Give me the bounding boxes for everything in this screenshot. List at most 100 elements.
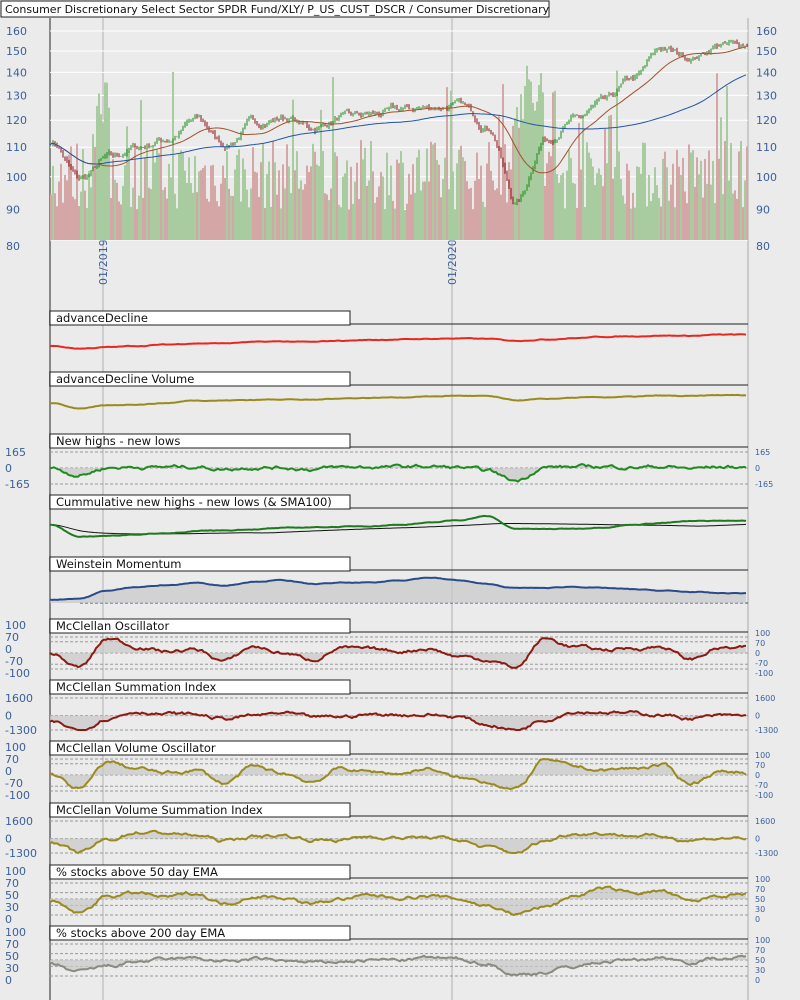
volume-bar bbox=[662, 158, 664, 240]
volume-bar bbox=[376, 197, 378, 240]
indicator-line bbox=[49, 709, 747, 731]
volume-bar bbox=[114, 179, 116, 240]
panel-tick-right: 1600 bbox=[755, 694, 775, 703]
volume-bar bbox=[250, 188, 252, 240]
volume-bar bbox=[66, 180, 68, 240]
volume-bar bbox=[236, 155, 238, 240]
volume-bar bbox=[696, 157, 698, 240]
volume-bar bbox=[92, 134, 94, 240]
panel-tick-right: -100 bbox=[755, 669, 773, 678]
panel-title: advanceDecline bbox=[56, 311, 148, 325]
volume-bar bbox=[712, 160, 714, 240]
volume-bar bbox=[424, 181, 426, 240]
volume-bar bbox=[306, 165, 308, 240]
volume-bar bbox=[336, 156, 338, 240]
panel-tick-left: 100 bbox=[5, 865, 26, 878]
indicator-panel bbox=[49, 310, 748, 350]
volume-bar bbox=[720, 117, 722, 240]
panel-title-box bbox=[49, 802, 351, 818]
panel-title: McClellan Oscillator bbox=[56, 619, 169, 633]
volume-bar bbox=[544, 185, 546, 240]
volume-bar bbox=[78, 206, 80, 240]
volume-bar bbox=[226, 151, 228, 240]
panel-tick-left: 30 bbox=[5, 901, 19, 914]
volume-bar bbox=[382, 176, 384, 240]
volume-bar bbox=[514, 118, 516, 240]
volume-bar bbox=[190, 183, 192, 240]
panel-tick-left: 70 bbox=[5, 753, 19, 766]
volume-bar bbox=[164, 187, 166, 240]
volume-bar bbox=[280, 208, 282, 240]
volume-bar bbox=[372, 171, 374, 240]
indicator-line bbox=[49, 393, 747, 410]
panel-title: McClellan Summation Index bbox=[56, 680, 217, 694]
volume-bar bbox=[262, 143, 264, 240]
panel-title: McClellan Volume Oscillator bbox=[56, 741, 216, 755]
volume-bar bbox=[408, 173, 410, 240]
panel-title-box bbox=[49, 679, 351, 695]
volume-bar bbox=[646, 206, 648, 240]
volume-bar bbox=[702, 197, 704, 240]
volume-bar bbox=[106, 82, 108, 241]
volume-bar bbox=[742, 207, 744, 240]
volume-bar bbox=[640, 173, 642, 240]
volume-bar bbox=[364, 147, 366, 240]
volume-bar bbox=[288, 166, 290, 240]
volume-bar bbox=[680, 174, 682, 240]
volume-bar bbox=[266, 173, 268, 240]
volume-bar bbox=[442, 179, 444, 240]
volume-bar bbox=[710, 184, 712, 240]
volume-bar bbox=[536, 101, 538, 240]
indicator-line bbox=[49, 954, 747, 977]
candles bbox=[52, 39, 748, 206]
volume-bar bbox=[470, 187, 472, 240]
panel-tick-left: 165 bbox=[5, 446, 26, 459]
volume-bar bbox=[254, 171, 256, 240]
volume-bar bbox=[140, 100, 142, 240]
volume-bar bbox=[504, 144, 506, 240]
volume-bar bbox=[272, 141, 274, 240]
price-tick-left: 90 bbox=[6, 203, 20, 216]
panel-title: % stocks above 200 day EMA bbox=[56, 926, 225, 940]
volume-bar bbox=[500, 194, 502, 240]
volume-bar bbox=[550, 156, 552, 240]
volume-bar bbox=[378, 186, 380, 240]
volume-bar bbox=[448, 189, 450, 240]
volume-bar bbox=[416, 157, 418, 240]
price-tick-left: 100 bbox=[6, 171, 27, 184]
panel-tick-right: 70 bbox=[755, 639, 765, 648]
volume-bar bbox=[656, 185, 658, 240]
panel-tick-left: 100 bbox=[5, 619, 26, 632]
volume-bar bbox=[520, 94, 522, 241]
volume-bar bbox=[350, 166, 352, 240]
volume-bar bbox=[194, 155, 196, 240]
panel-tick-left: -100 bbox=[5, 667, 30, 680]
volume-bar bbox=[522, 119, 524, 240]
volume-bar bbox=[604, 129, 606, 240]
volume-bar bbox=[82, 149, 84, 240]
volume-bar bbox=[518, 127, 520, 240]
volume-bar bbox=[556, 173, 558, 240]
volume-bar bbox=[158, 153, 160, 240]
volume-bar bbox=[248, 207, 250, 240]
panel-title: Cummulative new highs - new lows (& SMA1… bbox=[56, 495, 332, 509]
volume-bar bbox=[664, 151, 666, 240]
panel-tick-left: 50 bbox=[5, 950, 19, 963]
volume-bar bbox=[524, 85, 526, 240]
indicator-panel bbox=[49, 433, 748, 485]
volume-bar bbox=[476, 152, 478, 240]
volume-bar bbox=[118, 201, 120, 240]
sma-long-line bbox=[49, 74, 747, 165]
price-tick-left: 80 bbox=[6, 240, 20, 253]
volume-bar bbox=[354, 181, 356, 240]
volume-bar bbox=[458, 149, 460, 240]
volume-bar bbox=[274, 162, 276, 240]
volume-bar bbox=[568, 149, 570, 240]
panel-tick-right: 0 bbox=[755, 915, 760, 924]
volume-bar bbox=[642, 142, 644, 240]
volume-bar bbox=[310, 166, 312, 240]
volume-bar bbox=[714, 203, 716, 240]
price-tick-right: 100 bbox=[756, 171, 777, 184]
volume-bar bbox=[472, 209, 474, 240]
volume-bar bbox=[162, 190, 164, 240]
